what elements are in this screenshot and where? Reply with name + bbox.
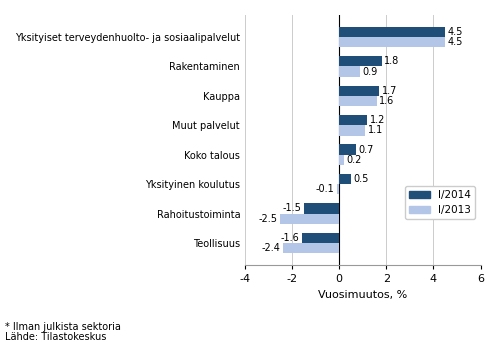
Text: 1.1: 1.1	[367, 126, 383, 135]
Bar	[339, 66, 360, 77]
Text: 1.2: 1.2	[370, 115, 385, 125]
Text: Lähde: Tilastokeskus: Lähde: Tilastokeskus	[5, 332, 106, 342]
Bar	[339, 27, 445, 37]
Bar	[339, 115, 367, 125]
Text: -0.1: -0.1	[316, 184, 334, 194]
Text: 0.7: 0.7	[358, 145, 373, 155]
Bar	[339, 155, 344, 165]
Bar	[337, 184, 339, 195]
Bar	[304, 203, 339, 213]
Text: -2.5: -2.5	[259, 214, 278, 224]
Bar	[339, 86, 379, 96]
X-axis label: Vuosimuutos, %: Vuosimuutos, %	[318, 290, 407, 300]
Text: 4.5: 4.5	[448, 27, 463, 37]
Text: 0.5: 0.5	[353, 174, 369, 184]
Text: -2.4: -2.4	[261, 243, 280, 253]
Text: -1.5: -1.5	[282, 203, 301, 213]
Text: * Ilman julkista sektoria: * Ilman julkista sektoria	[5, 322, 121, 332]
Bar	[282, 243, 339, 253]
Text: 1.8: 1.8	[384, 56, 399, 66]
Bar	[339, 96, 377, 106]
Bar	[339, 56, 382, 66]
Bar	[339, 174, 351, 184]
Bar	[280, 213, 339, 224]
Legend: I/2014, I/2013: I/2014, I/2013	[405, 186, 475, 219]
Text: 0.2: 0.2	[346, 155, 362, 165]
Bar	[339, 144, 356, 155]
Text: -1.6: -1.6	[280, 233, 299, 243]
Bar	[339, 125, 365, 136]
Text: 0.9: 0.9	[363, 67, 378, 77]
Text: 4.5: 4.5	[448, 37, 463, 47]
Text: 1.6: 1.6	[379, 96, 395, 106]
Text: 1.7: 1.7	[382, 86, 397, 96]
Bar	[339, 37, 445, 47]
Bar	[301, 233, 339, 243]
